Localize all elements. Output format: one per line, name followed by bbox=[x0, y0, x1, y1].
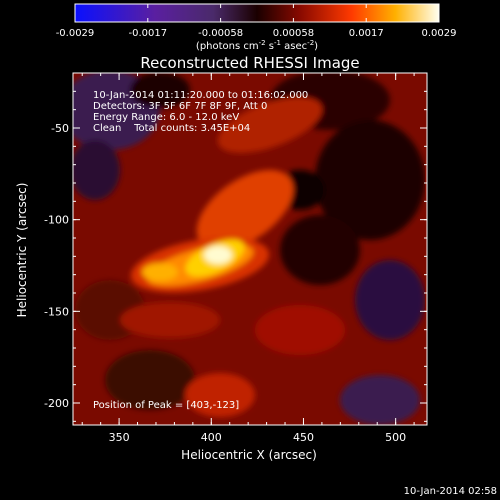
colorbar-tick-labels: -0.0029 -0.0017 -0.00058 0.00058 0.0017 0.002… bbox=[56, 28, 457, 39]
y-tick-label: -150 bbox=[44, 305, 69, 318]
y-tick-label: -100 bbox=[44, 214, 69, 227]
x-tick-label: 450 bbox=[293, 431, 314, 444]
colorbar: -0.0029 -0.0017 -0.00058 0.00058 0.0017 0.002… bbox=[56, 3, 457, 52]
x-axis-label: Heliocentric X (arcsec) bbox=[181, 448, 317, 462]
x-tick-label: 500 bbox=[385, 431, 406, 444]
y-tick-label: -200 bbox=[44, 397, 69, 410]
x-tick-label: 350 bbox=[109, 431, 130, 444]
colorbar-tick-label: 0.0017 bbox=[349, 28, 384, 39]
colorbar-units: (photons cm-2 s-1 asec-2) bbox=[196, 39, 318, 52]
plot-title: Reconstructed RHESSI Image bbox=[140, 54, 359, 72]
info-energy-range: Energy Range: 6.0 - 12.0 keV bbox=[93, 112, 239, 123]
y-axis-label: Heliocentric Y (arcsec) bbox=[15, 183, 29, 318]
y-axis-ticks: -50 -100 -150 -200 bbox=[44, 72, 427, 422]
info-clean-counts: Clean Total counts: 3.45E+04 bbox=[93, 123, 250, 134]
colorbar-gradient bbox=[74, 3, 440, 23]
colorbar-ticks bbox=[74, 4, 440, 22]
plot-frame bbox=[72, 72, 428, 426]
x-axis-ticks: 350 400 450 500 bbox=[81, 73, 415, 444]
colorbar-tick-label: -0.0017 bbox=[128, 28, 167, 39]
image-area bbox=[73, 73, 427, 425]
colorbar-tick-label: -0.00058 bbox=[198, 28, 243, 39]
info-time-range: 10-Jan-2014 01:11:20.000 to 01:16:02.000 bbox=[93, 90, 308, 101]
x-tick-label: 400 bbox=[201, 431, 222, 444]
colorbar-tick-label: 0.00058 bbox=[273, 28, 314, 39]
info-block: 10-Jan-2014 01:11:20.000 to 01:16:02.000… bbox=[93, 90, 308, 134]
info-detectors: Detectors: 3F 5F 6F 7F 8F 9F, Att 0 bbox=[93, 101, 267, 112]
y-tick-label: -50 bbox=[51, 122, 69, 135]
timestamp: 10-Jan-2014 02:58 bbox=[404, 486, 497, 497]
colorbar-tick-label: -0.0029 bbox=[56, 28, 95, 39]
peak-position: Position of Peak = [403,-123] bbox=[93, 400, 239, 411]
colorbar-tick-label: 0.0029 bbox=[422, 28, 457, 39]
